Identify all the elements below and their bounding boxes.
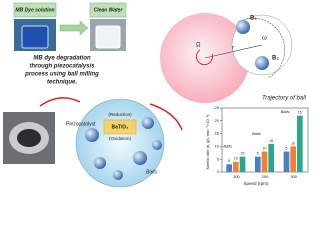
x-axis-label: Speed (rpm)	[243, 181, 269, 186]
trajectory-path	[237, 17, 286, 79]
y-tick-label: 15	[215, 131, 220, 136]
bar	[290, 146, 297, 172]
label-box	[89, 2, 127, 18]
ball	[255, 56, 269, 70]
x-tick-label: 200	[262, 174, 269, 179]
arrow	[149, 103, 183, 131]
bar-name: 10	[263, 146, 267, 150]
ball	[142, 117, 154, 129]
y-tick-label: 25	[215, 105, 220, 110]
symbol: r	[232, 46, 235, 52]
before-label: MB Dye solution	[15, 7, 54, 13]
bar-name: 5	[228, 159, 230, 163]
ball	[133, 151, 147, 165]
ball-label: B₂	[272, 56, 279, 62]
y-tick-label: 0	[217, 169, 220, 174]
label: Balls	[146, 169, 157, 175]
label: BaTiO₃	[112, 124, 130, 130]
bar-name: 10	[234, 157, 238, 161]
annotation: Balls	[223, 144, 232, 149]
symbol: Ω	[196, 43, 201, 49]
catalyst-box	[103, 119, 137, 135]
bar-name: 15	[241, 152, 245, 156]
rotation-arrow	[196, 49, 213, 66]
ball-label: B₁	[250, 16, 257, 22]
bar	[268, 143, 275, 172]
ball	[152, 140, 162, 150]
bar-name: 10	[291, 141, 295, 145]
x-tick-label: 300	[290, 174, 297, 179]
bar	[254, 156, 261, 172]
ball	[236, 20, 250, 34]
bar	[232, 161, 239, 172]
after-label: Clean Water	[94, 7, 124, 13]
annotation: Balls	[281, 109, 290, 114]
x-tick-label: 100	[233, 174, 240, 179]
bar	[261, 151, 268, 172]
bar-name: 15	[269, 139, 273, 143]
bar	[283, 151, 290, 172]
vial-clean	[95, 25, 121, 49]
symbol: ω	[262, 36, 267, 42]
annotation: Balls	[252, 131, 261, 136]
bar-name: 15	[298, 111, 302, 115]
mill-center	[17, 129, 41, 147]
bar-name: 5	[257, 152, 259, 156]
ball	[113, 170, 123, 180]
label: (Oxidation)	[109, 136, 132, 141]
arrow	[59, 20, 89, 36]
bar	[226, 164, 232, 172]
ball	[94, 157, 106, 169]
y-tick-label: 20	[215, 118, 220, 123]
bar	[297, 115, 303, 172]
arrow	[39, 97, 81, 107]
graphical-abstract: MB Dye solution Clean Water MB dye degra…	[3, 2, 309, 188]
description: process using ball milling	[24, 72, 99, 78]
vial-dye	[21, 25, 49, 49]
radius-line	[204, 44, 263, 59]
bar	[239, 156, 246, 172]
description: technique.	[47, 80, 77, 86]
label: Piezocatalyst	[66, 121, 96, 127]
y-tick-label: 10	[215, 143, 220, 148]
description: through piezocatalysis	[29, 64, 95, 70]
bar-name: 5	[285, 146, 287, 150]
y-axis-label: Kinetic rate (k, g/L·min⁻¹×10⁻³)	[205, 114, 210, 170]
caption: Trajectory of ball	[262, 96, 307, 102]
y-tick-label: 5	[217, 156, 220, 161]
description: MB dye degradation	[33, 56, 91, 62]
label-box	[13, 2, 57, 18]
label: (Reduction)	[108, 112, 132, 117]
ball	[85, 128, 99, 142]
